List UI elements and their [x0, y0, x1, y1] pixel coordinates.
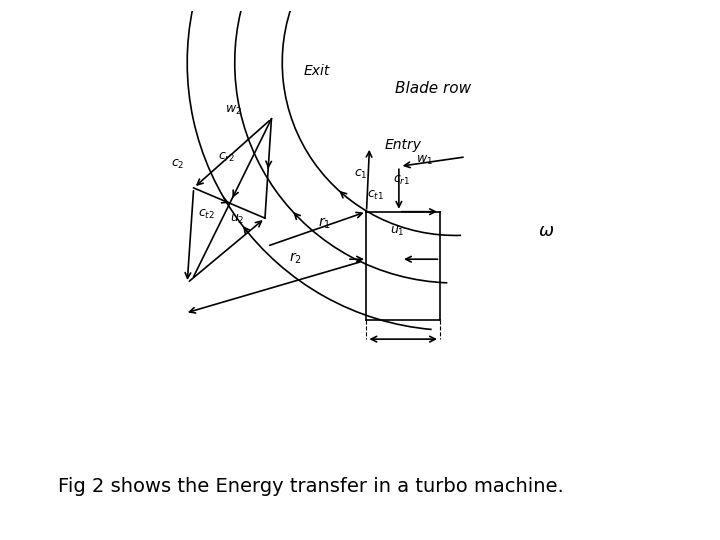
Text: $w_1$: $w_1$	[416, 154, 433, 167]
Text: $c_2$: $c_2$	[171, 158, 184, 171]
Text: $\omega$: $\omega$	[538, 222, 554, 240]
Text: Entry: Entry	[384, 138, 422, 152]
Text: $r_1$: $r_1$	[318, 215, 331, 231]
Text: $r_2$: $r_2$	[289, 250, 302, 266]
Text: $c_1$: $c_1$	[354, 167, 368, 181]
Text: Exit: Exit	[304, 64, 330, 78]
Text: $u_2$: $u_2$	[230, 212, 244, 226]
Text: $c_{t2}$: $c_{t2}$	[198, 208, 215, 221]
Text: Fig 2 shows the Energy transfer in a turbo machine.: Fig 2 shows the Energy transfer in a tur…	[58, 476, 563, 496]
Text: Blade row: Blade row	[395, 81, 472, 96]
Text: $c_{r1}$: $c_{r1}$	[393, 173, 410, 187]
Text: $u_1$: $u_1$	[390, 225, 405, 238]
Text: $w_2$: $w_2$	[225, 104, 242, 117]
Text: $c_{t1}$: $c_{t1}$	[366, 189, 384, 202]
Text: $c_{r2}$: $c_{r2}$	[217, 151, 235, 164]
